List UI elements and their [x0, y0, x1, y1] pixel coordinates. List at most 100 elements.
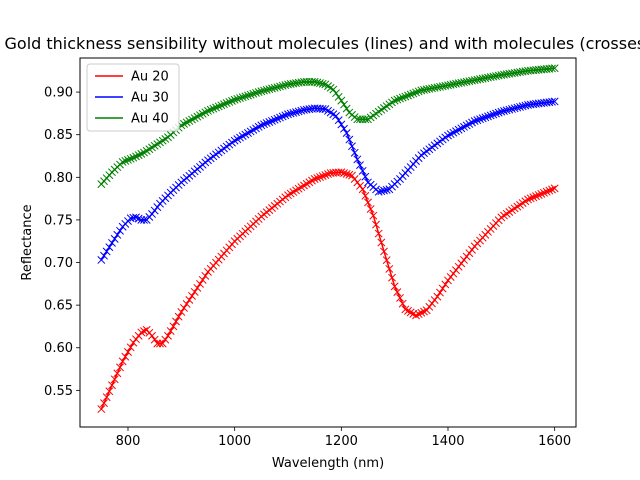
x-tick-label: 1600 [538, 434, 571, 449]
cross-marker [356, 181, 364, 190]
cross-marker [337, 168, 346, 177]
cross-marker [137, 149, 146, 158]
cross-marker [356, 161, 364, 170]
cross-marker [278, 112, 287, 121]
cross-marker [132, 152, 140, 161]
cross-marker [454, 262, 463, 271]
cross-marker [532, 192, 540, 201]
cross-marker [97, 256, 106, 264]
cross-marker [486, 111, 495, 120]
cross-marker [550, 184, 559, 193]
cross-marker [268, 116, 276, 125]
cross-marker [100, 399, 108, 408]
cross-marker [548, 185, 556, 194]
cross-marker [385, 264, 394, 273]
cross-marker [262, 119, 271, 128]
cross-marker [116, 226, 124, 235]
cross-marker [382, 185, 391, 194]
legend-label: Au 30 [131, 91, 169, 106]
cross-marker [438, 284, 447, 293]
cross-marker [473, 116, 482, 125]
cross-marker [321, 171, 330, 179]
cross-marker [110, 375, 119, 384]
cross-marker [241, 92, 250, 101]
x-axis-label: Wavelength (nm) [272, 456, 384, 471]
cross-marker [401, 92, 410, 101]
cross-marker [174, 312, 183, 321]
cross-marker [156, 339, 164, 348]
cross-marker [340, 100, 348, 109]
cross-marker [444, 276, 452, 285]
cross-marker [332, 111, 340, 120]
cross-marker [406, 90, 415, 99]
cross-marker [273, 114, 282, 123]
cross-marker [436, 288, 444, 297]
cross-marker [236, 94, 244, 103]
cross-marker [465, 249, 474, 258]
cross-marker [518, 102, 527, 111]
cross-marker [337, 120, 346, 129]
cross-marker [102, 247, 111, 256]
cross-marker [374, 187, 383, 196]
cross-marker [257, 121, 266, 130]
cross-marker [361, 172, 370, 181]
y-axis-label: Reflectance [20, 204, 35, 280]
cross-marker [377, 187, 386, 196]
x-tick-label: 1200 [325, 434, 358, 449]
cross-marker [118, 158, 127, 166]
cross-marker [476, 115, 484, 124]
cross-marker [502, 106, 511, 115]
cross-marker [500, 107, 508, 115]
cross-marker [113, 369, 122, 378]
cross-marker [257, 87, 266, 96]
cross-marker [292, 108, 300, 117]
cross-marker [318, 104, 327, 113]
cross-marker [249, 89, 258, 98]
cross-marker [158, 339, 167, 348]
cross-marker [366, 205, 375, 214]
cross-marker [121, 156, 130, 165]
cross-marker [313, 78, 322, 87]
cross-marker [470, 117, 479, 126]
cross-marker [116, 363, 124, 372]
cross-marker [140, 215, 148, 224]
cross-marker [228, 96, 236, 105]
cross-marker [340, 124, 348, 133]
cross-marker [513, 103, 522, 112]
cross-marker [134, 151, 143, 160]
cross-marker [185, 295, 194, 304]
cross-marker [313, 174, 322, 182]
cross-marker [148, 331, 156, 340]
cross-marker [198, 275, 207, 284]
x-tick-label: 1400 [431, 434, 464, 449]
cross-marker [124, 348, 132, 356]
y-tick-label: 0.90 [44, 86, 73, 101]
cross-marker [412, 311, 420, 320]
cross-marker [484, 112, 492, 121]
y-tick-label: 0.65 [44, 299, 73, 314]
cross-marker [260, 120, 268, 129]
cross-marker [132, 213, 140, 222]
cross-marker [364, 198, 372, 207]
cross-marker [121, 352, 130, 361]
cross-marker [380, 247, 388, 256]
cross-marker [97, 405, 106, 414]
cross-marker [548, 97, 556, 106]
cross-marker [526, 194, 535, 203]
cross-marker [268, 84, 276, 93]
y-tick-label: 0.70 [44, 256, 73, 271]
cross-marker [230, 95, 239, 104]
cross-marker [316, 79, 324, 88]
cross-marker [340, 169, 348, 177]
legend-label: Au 20 [131, 70, 169, 85]
ticks-layer: 800 1000 1200 1400 1600 0.55 0.60 0.65 0.70 0.75 0… [44, 86, 571, 449]
cross-marker [254, 88, 263, 97]
cross-marker [108, 238, 116, 247]
cross-marker [390, 282, 399, 291]
cross-marker [409, 89, 418, 98]
cross-marker [348, 142, 356, 151]
cross-marker [534, 191, 543, 199]
cross-marker [273, 83, 282, 92]
cross-marker [380, 186, 388, 195]
